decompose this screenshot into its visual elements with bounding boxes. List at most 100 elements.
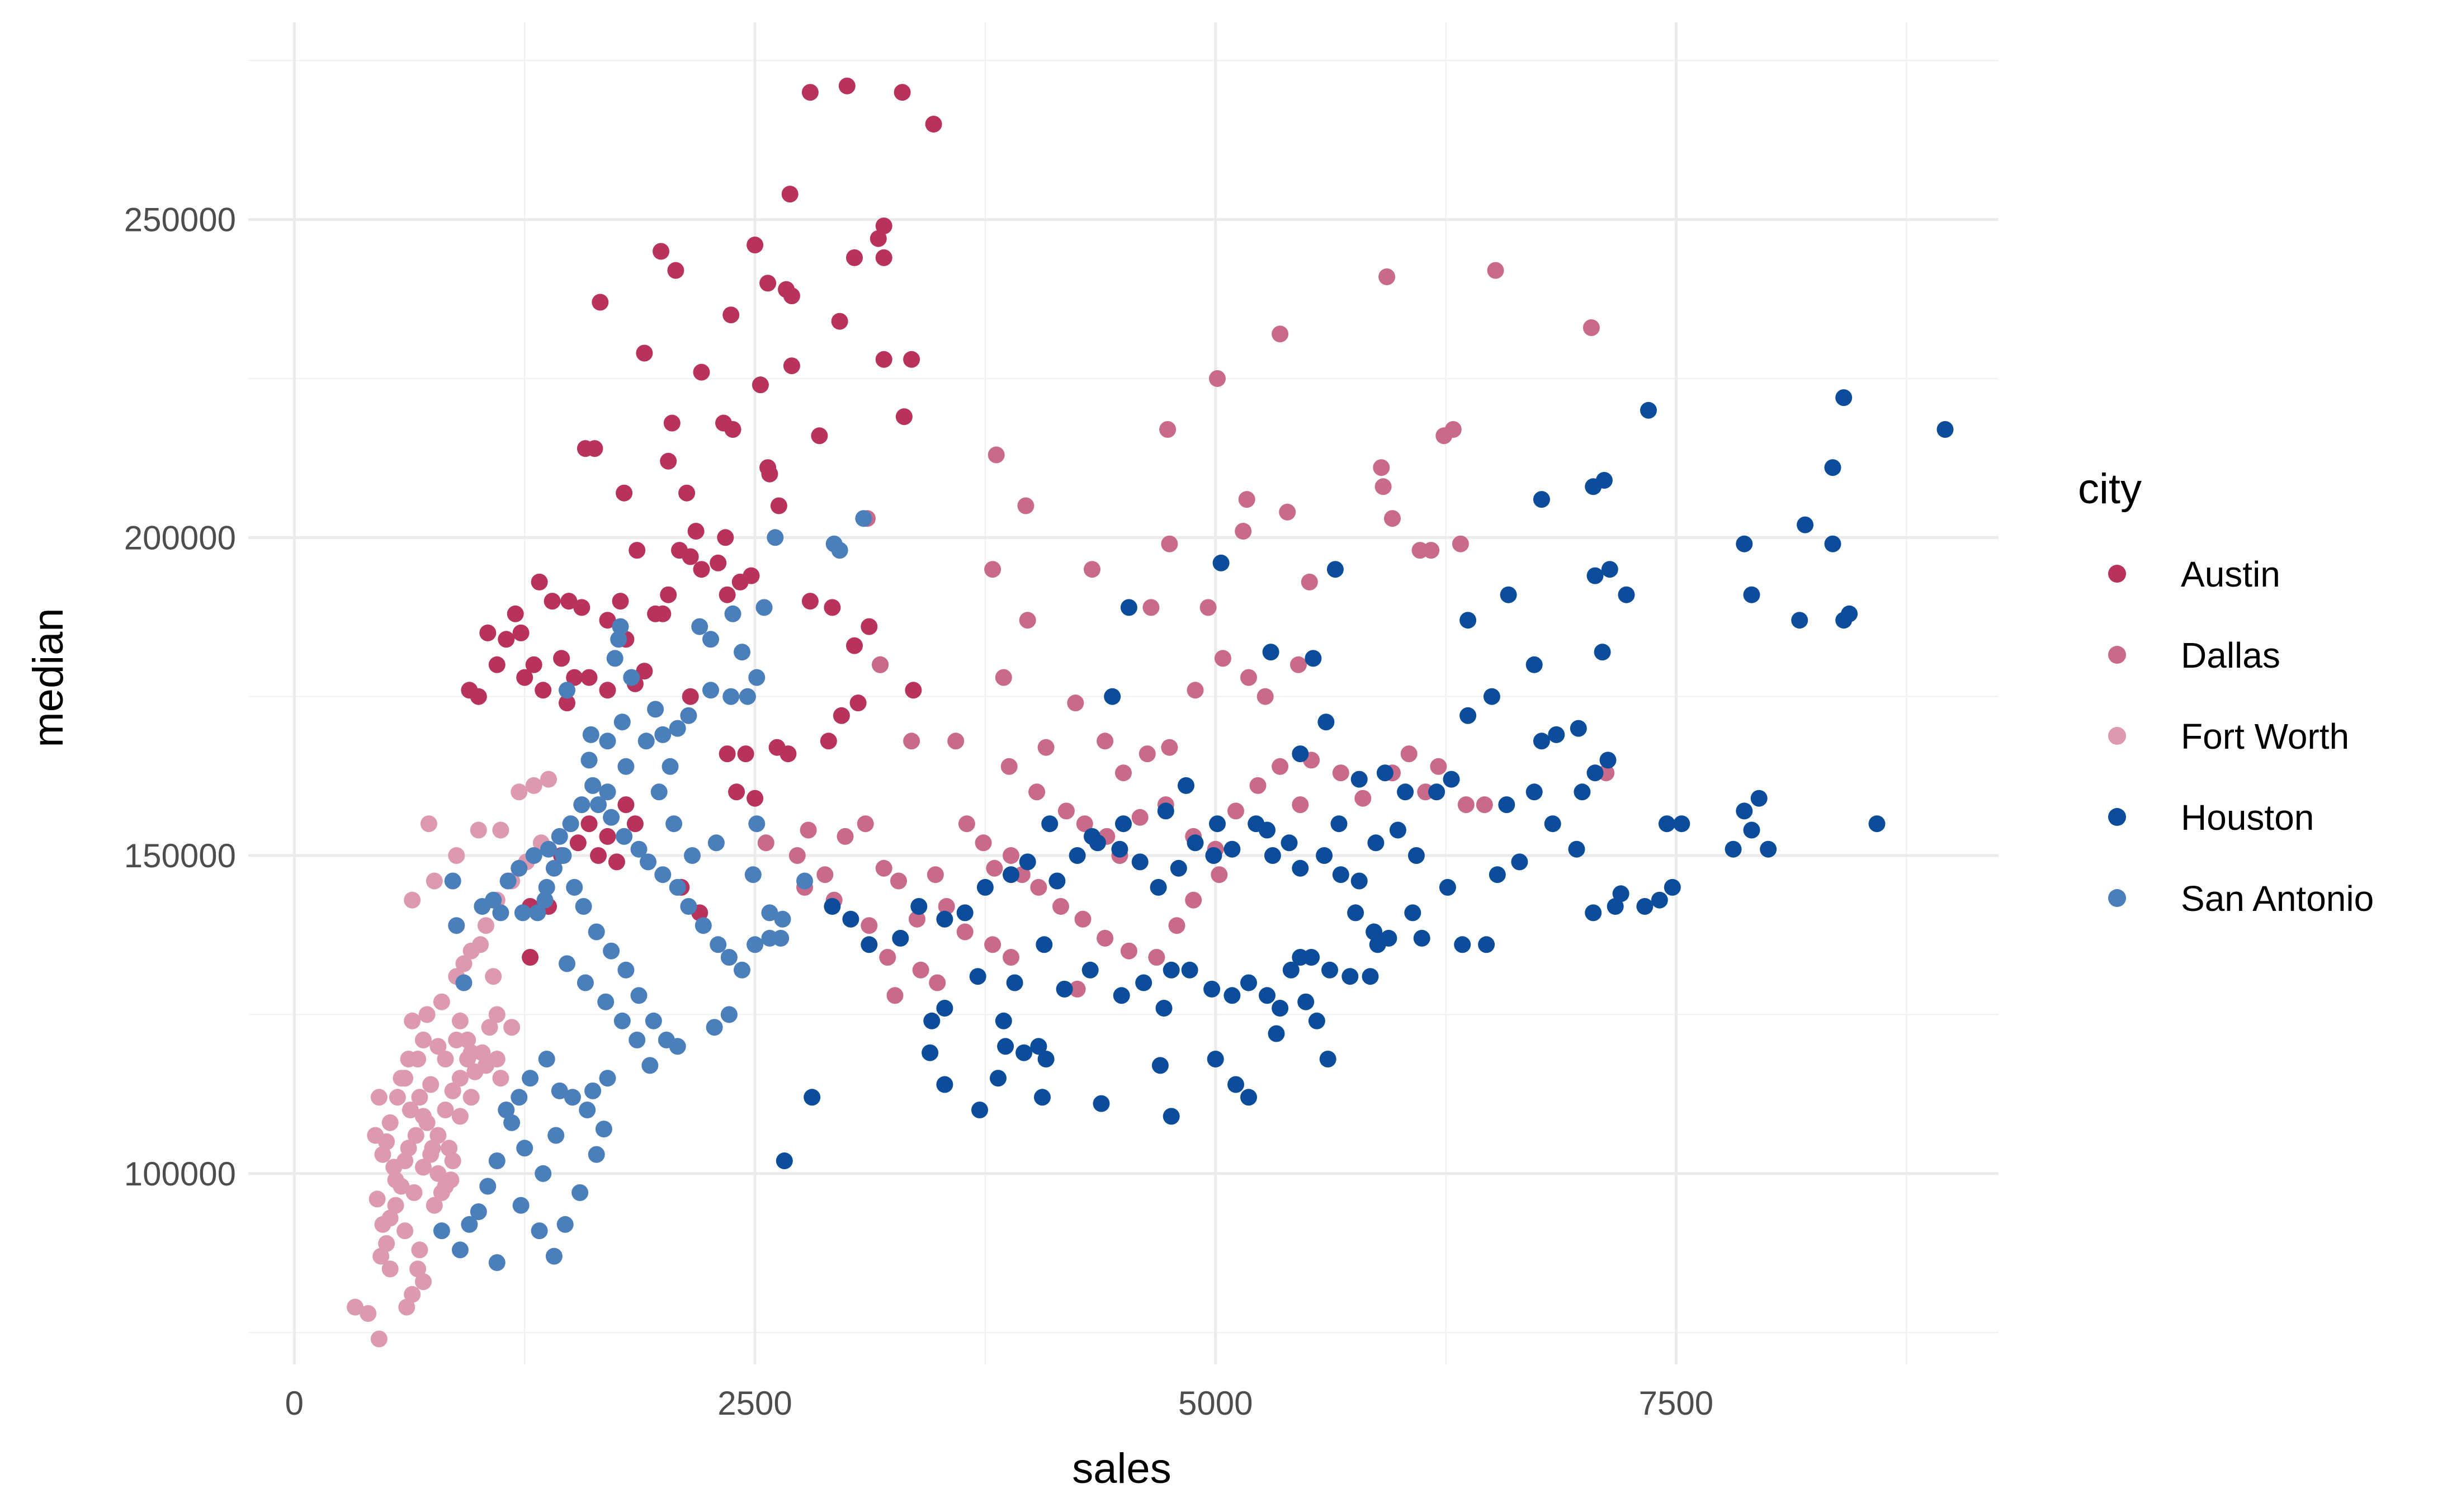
data-point — [1797, 516, 1814, 533]
data-point — [1366, 923, 1383, 941]
data-point — [1199, 599, 1217, 616]
data-point — [1439, 878, 1456, 896]
data-point — [538, 878, 555, 896]
data-point — [479, 1178, 497, 1195]
data-point — [360, 1305, 377, 1322]
data-point — [1224, 987, 1241, 1004]
data-point — [1142, 599, 1160, 616]
data-point — [1161, 535, 1178, 552]
minor-gridlines — [248, 22, 1999, 1364]
data-point — [584, 777, 602, 794]
data-point — [448, 1031, 465, 1048]
data-point — [1297, 993, 1315, 1010]
data-point — [909, 910, 925, 928]
data-point — [381, 1260, 399, 1278]
data-point — [846, 637, 863, 654]
data-point — [1037, 1051, 1055, 1067]
data-point — [1161, 739, 1178, 756]
data-point — [653, 243, 669, 260]
data-point — [833, 707, 850, 724]
data-point — [1568, 840, 1585, 858]
data-point — [1248, 815, 1265, 833]
data-point — [720, 949, 738, 966]
data-point — [1750, 790, 1768, 807]
data-point — [662, 758, 679, 775]
data-point — [1454, 936, 1471, 953]
data-point — [801, 593, 819, 610]
data-point — [747, 237, 764, 254]
data-point — [559, 694, 575, 712]
data-point — [606, 650, 623, 667]
data-point — [396, 1222, 414, 1240]
data-point — [1030, 1038, 1047, 1055]
data-point — [387, 1197, 404, 1214]
legend-item: Houston — [2108, 797, 2314, 838]
data-point — [1272, 1000, 1289, 1017]
data-point — [1354, 790, 1372, 807]
data-point — [1187, 834, 1204, 852]
data-point — [1321, 961, 1338, 979]
data-point — [573, 796, 591, 814]
data-point — [478, 917, 494, 934]
data-point — [1411, 542, 1429, 559]
data-point — [886, 987, 904, 1004]
data-point — [387, 1171, 404, 1189]
data-point — [820, 733, 837, 750]
data-point — [693, 363, 710, 381]
data-point — [1067, 694, 1084, 712]
data-point — [1081, 961, 1099, 979]
data-point — [1350, 771, 1368, 788]
data-point — [737, 745, 754, 763]
data-point — [894, 84, 911, 101]
data-point — [796, 872, 813, 890]
data-point — [470, 688, 487, 705]
data-point — [498, 631, 515, 648]
data-point — [757, 834, 774, 852]
data-point — [776, 1152, 793, 1169]
data-point — [617, 796, 635, 814]
data-point — [398, 1298, 415, 1316]
data-point — [1211, 866, 1228, 883]
data-point — [665, 815, 683, 833]
data-point — [479, 624, 497, 641]
data-point — [1203, 980, 1221, 998]
legend-label: Houston — [2181, 797, 2314, 838]
data-point — [498, 1102, 515, 1118]
data-point — [1135, 974, 1152, 991]
data-point — [772, 929, 790, 947]
data-point — [1305, 650, 1322, 667]
data-point — [1115, 764, 1132, 782]
x-axis-ticks: 0 2500 5000 7500 — [285, 1385, 1713, 1422]
data-point — [1238, 491, 1255, 508]
data-point — [734, 644, 750, 661]
data-point — [728, 783, 745, 801]
data-point — [488, 1051, 506, 1067]
data-point — [995, 1012, 1012, 1029]
data-point — [617, 961, 635, 979]
data-point — [400, 1051, 417, 1067]
data-point — [1028, 783, 1046, 801]
data-point — [1373, 459, 1390, 476]
data-point — [958, 815, 975, 833]
data-point — [1658, 815, 1675, 833]
data-point — [752, 376, 769, 394]
data-point — [1574, 783, 1591, 801]
legend-item: Fort Worth — [2108, 716, 2349, 757]
data-point — [507, 605, 524, 622]
data-point — [956, 904, 974, 922]
data-point — [1259, 987, 1276, 1004]
data-point — [647, 701, 664, 718]
data-point — [538, 1051, 555, 1067]
legend-key — [2108, 565, 2126, 583]
data-point — [599, 612, 616, 629]
data-point — [1292, 859, 1309, 877]
legend: city Austin Dallas Fort Worth Houston San An… — [2078, 465, 2374, 919]
data-point — [724, 605, 741, 622]
data-point — [1163, 961, 1180, 979]
data-point — [1235, 523, 1252, 540]
data-point — [1097, 929, 1114, 947]
data-point — [1594, 644, 1611, 661]
data-point — [748, 669, 766, 686]
data-point — [774, 910, 791, 928]
data-point — [1397, 783, 1414, 801]
